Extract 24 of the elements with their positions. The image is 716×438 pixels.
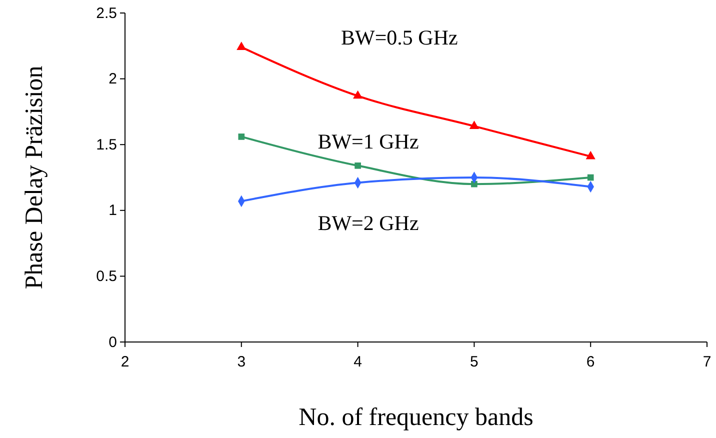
y-tick-label: 0 [108, 334, 117, 351]
y-tick-label: 2 [108, 70, 117, 88]
point [354, 162, 361, 169]
y-axis-title: Phase Delay Präzision [21, 65, 48, 290]
point [238, 134, 245, 140]
y-tick-label: 1 [108, 202, 117, 220]
series-label: BW=2 GHz [318, 211, 419, 236]
point [236, 42, 246, 50]
point [587, 174, 594, 181]
y-tick-label: 2.5 [96, 4, 117, 22]
x-tick-label: 4 [354, 354, 362, 370]
x-tick-label: 7 [702, 354, 712, 370]
point [352, 90, 363, 99]
x-tick-label: 6 [586, 354, 595, 370]
point [469, 120, 480, 129]
series-label: BW=0.5 GHz [341, 26, 458, 50]
y-tick-label: 1.5 [96, 136, 117, 154]
x-axis-title: No. of frequency bands [298, 404, 534, 431]
x-tick-label: 3 [237, 354, 246, 370]
x-tick-label: 5 [470, 354, 478, 370]
point [586, 150, 596, 160]
series-label: BW=1 GHz [318, 130, 419, 154]
y-tick-label: 0.5 [96, 268, 117, 285]
x-tick-label: 2 [120, 354, 130, 370]
